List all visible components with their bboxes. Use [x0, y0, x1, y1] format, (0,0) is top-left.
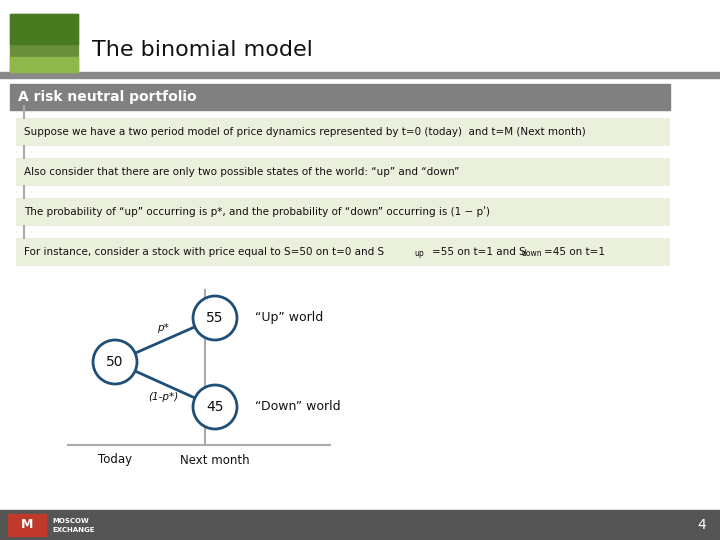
- Bar: [16, 238, 670, 266]
- Text: EXCHANGE: EXCHANGE: [52, 527, 94, 533]
- Text: For instance, consider a stock with price equal to S=50 on t=0 and S: For instance, consider a stock with pric…: [24, 247, 384, 257]
- Text: Suppose we have a two period model of price dynamics represented by t=0 (today) : Suppose we have a two period model of pr…: [24, 127, 586, 137]
- Text: 55: 55: [206, 311, 224, 325]
- Bar: [10, 14, 78, 44]
- Text: Also consider that there are only two possible states of the world: “up” and “do: Also consider that there are only two po…: [24, 167, 459, 177]
- Text: 45: 45: [206, 400, 224, 414]
- Text: p*: p*: [157, 323, 169, 333]
- Bar: [10, 84, 670, 110]
- Text: A risk neutral portfolio: A risk neutral portfolio: [18, 90, 197, 104]
- Text: M: M: [21, 518, 33, 531]
- Text: =45 on t=1: =45 on t=1: [544, 247, 605, 257]
- Bar: [10, 57, 78, 72]
- Circle shape: [193, 296, 237, 340]
- Bar: [10, 14, 78, 72]
- Bar: [16, 198, 670, 226]
- Bar: [8, 514, 46, 536]
- Text: up: up: [414, 248, 424, 258]
- Text: MOSCOW: MOSCOW: [52, 518, 89, 524]
- Text: Today: Today: [98, 454, 132, 467]
- Text: The probability of “up” occurring is p*, and the probability of “down” occurring: The probability of “up” occurring is p*,…: [24, 207, 490, 218]
- Bar: [0, 510, 720, 540]
- Bar: [16, 158, 670, 186]
- Text: 4: 4: [698, 518, 706, 532]
- Circle shape: [193, 385, 237, 429]
- Bar: [0, 72, 720, 78]
- Text: 50: 50: [107, 355, 124, 369]
- Text: (1-p*): (1-p*): [148, 392, 178, 402]
- Text: =55 on t=1 and S: =55 on t=1 and S: [432, 247, 526, 257]
- Text: The binomial model: The binomial model: [92, 40, 313, 60]
- Circle shape: [93, 340, 137, 384]
- Bar: [16, 118, 670, 146]
- Text: down: down: [522, 248, 543, 258]
- Text: “Up” world: “Up” world: [255, 312, 323, 325]
- Text: “Down” world: “Down” world: [255, 401, 341, 414]
- Text: Next month: Next month: [180, 454, 250, 467]
